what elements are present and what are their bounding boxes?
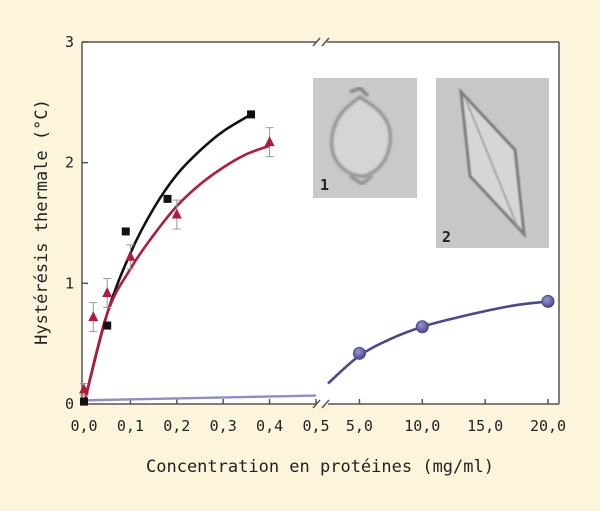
x-tick-label: 0,3 <box>210 417 237 435</box>
inset-micrograph-1: 1 <box>313 78 417 198</box>
y-tick-label: 3 <box>65 33 74 51</box>
data-point-circle <box>352 346 366 360</box>
data-point-circle <box>541 294 555 308</box>
data-point-triangle <box>79 383 89 394</box>
y-tick-label: 0 <box>65 395 74 413</box>
baseline-series-3 <box>83 394 317 402</box>
inset-label-1: 1 <box>320 176 329 194</box>
data-point-triangle <box>171 208 182 219</box>
x-tick-label: 20,0 <box>530 417 566 435</box>
axes <box>81 41 560 405</box>
x-tick-label: 0,2 <box>163 417 190 435</box>
data-point-triangle <box>264 136 275 147</box>
data-point-square <box>103 321 112 330</box>
data-point-square <box>121 227 130 236</box>
x-tick-label: 0,4 <box>256 417 283 435</box>
data-point-circle <box>415 320 429 334</box>
x-tick-label: 0,1 <box>117 417 144 435</box>
y-tick-label: 1 <box>65 274 74 292</box>
x-tick-label: 15,0 <box>467 417 503 435</box>
x-tick-label: 0,0 <box>70 417 97 435</box>
x-axis-title: Concentration en protéines (mg/ml) <box>146 457 494 477</box>
data-point-triangle <box>125 250 136 261</box>
data-point-triangle <box>102 286 113 297</box>
inset-label-2: 2 <box>442 228 451 246</box>
data-point-square <box>80 397 88 406</box>
x-tick-label: 5,0 <box>346 417 373 435</box>
data-point-triangle <box>88 311 99 322</box>
data-point-square <box>163 194 172 203</box>
inset-micrograph-2: 2 <box>436 78 549 248</box>
x-tick-label: 0,5 <box>302 417 329 435</box>
x-tick-label: 10,0 <box>404 417 440 435</box>
y-tick-label: 2 <box>65 154 74 172</box>
y-axis-title: Hystérésis thermale (°C) <box>32 99 52 345</box>
data-point-square <box>247 110 256 119</box>
